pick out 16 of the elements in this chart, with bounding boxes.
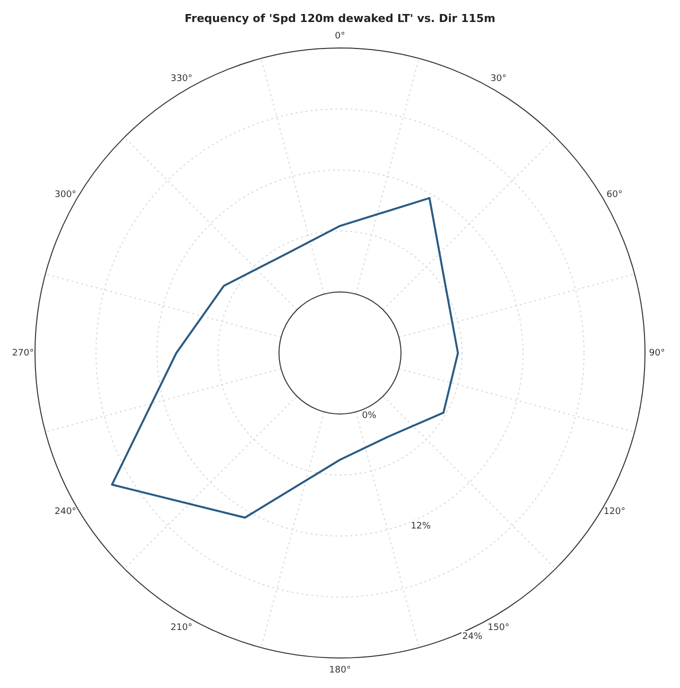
y-tick-label: 0% — [362, 410, 377, 422]
spoke-label: 120° — [604, 506, 626, 517]
y-tick-label: 12% — [410, 522, 432, 532]
spoke-label: 150° — [488, 622, 510, 633]
y-tick-label: 24% — [462, 632, 483, 642]
spoke-label: 90° — [649, 348, 665, 358]
spoke-label: 210° — [170, 622, 192, 633]
spoke-label: 180° — [329, 665, 351, 676]
spoke-label: 270° — [12, 348, 34, 358]
spoke-label: 330° — [170, 74, 192, 84]
spoke-label: 240° — [54, 506, 76, 517]
spoke-label: 0° — [334, 31, 346, 42]
spoke-label: 60° — [606, 190, 623, 200]
spoke-label: 300° — [54, 190, 76, 200]
spoke-label: 30° — [490, 74, 506, 84]
chart-title: Frequency of 'Spd 120m dewaked LT' vs. Dir 115m — [184, 12, 496, 25]
